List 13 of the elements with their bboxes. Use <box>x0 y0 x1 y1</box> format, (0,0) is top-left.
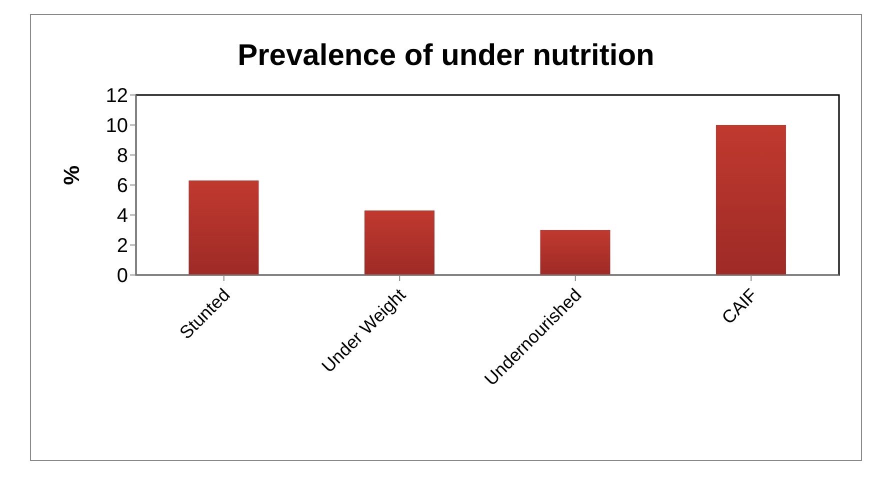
y-tick-label: 6 <box>116 175 128 198</box>
chart-title: Prevalence of under nutrition <box>236 39 656 73</box>
bar <box>188 180 259 275</box>
y-axis-title: % <box>58 165 84 185</box>
y-tick-label: 12 <box>106 85 128 108</box>
y-tick-label: 2 <box>116 235 128 258</box>
bar <box>540 230 610 275</box>
y-tick-label: 4 <box>116 205 128 228</box>
bar <box>716 125 786 275</box>
y-tick-label: 10 <box>106 115 128 138</box>
bar <box>364 210 434 275</box>
y-tick-label: 0 <box>116 265 128 288</box>
y-tick-label: 8 <box>116 145 128 168</box>
